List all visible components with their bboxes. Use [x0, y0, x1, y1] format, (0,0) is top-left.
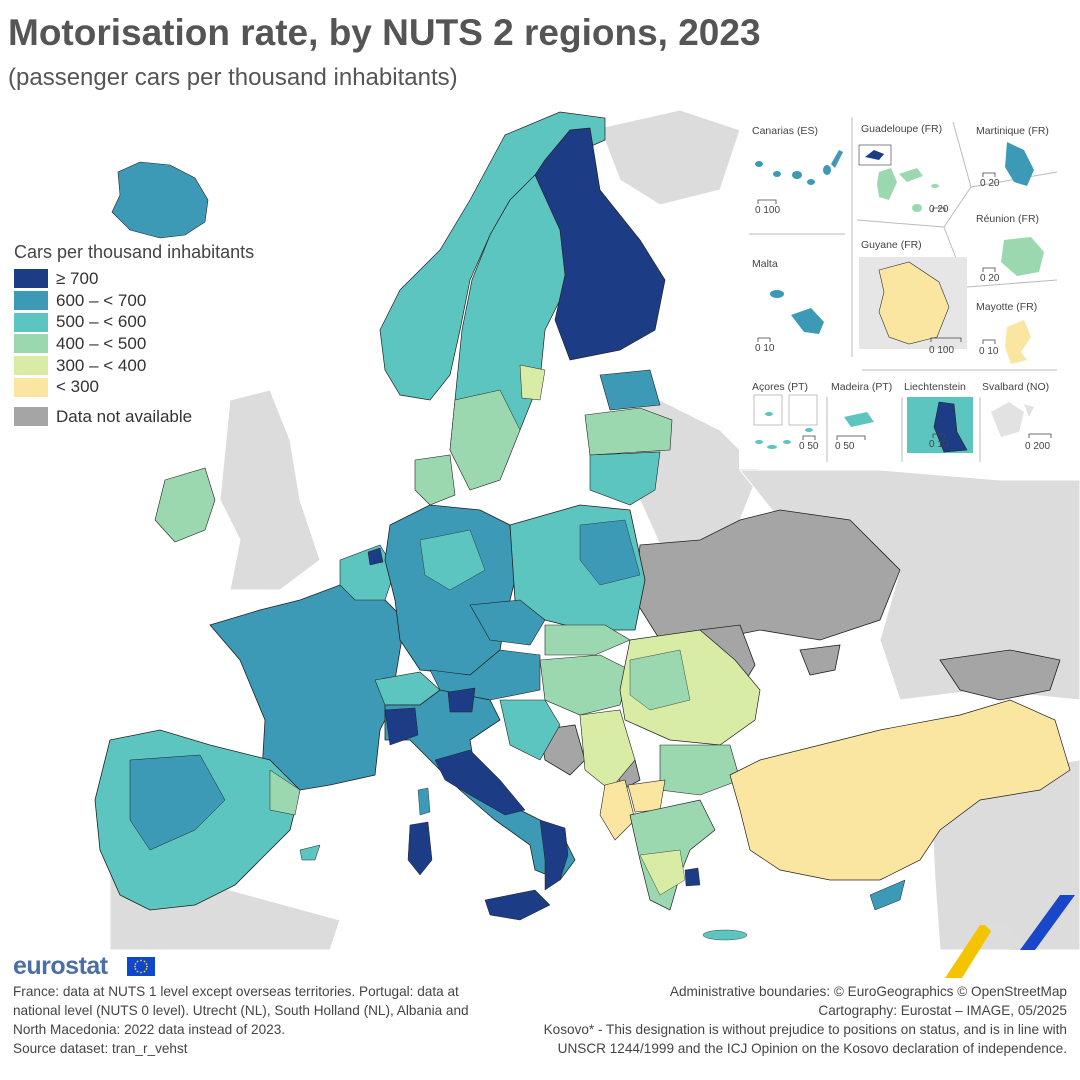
- map-legend: Cars per thousand inhabitants ≥ 700 600 …: [14, 242, 254, 428]
- europe-map: [94, 109, 1080, 950]
- turkey: [729, 699, 1071, 881]
- inset-label-liechtenstein: Liechtenstein: [904, 381, 966, 393]
- scale-label: 0 10: [979, 346, 999, 357]
- scale-label: 0 10: [755, 343, 775, 354]
- legend-swatch: [14, 334, 48, 354]
- inset-graphics: [749, 117, 1057, 462]
- map-title: Motorisation rate, by NUTS 2 regions, 20…: [8, 12, 761, 53]
- legend-item: 300 – < 400: [14, 355, 254, 377]
- scale-label: 0 50: [799, 441, 819, 452]
- inset-label-canarias: Canarias (ES): [752, 125, 818, 137]
- inset-label-reunion: Réunion (FR): [976, 213, 1040, 225]
- inset-label-svalbard: Svalbard (NO): [982, 381, 1050, 393]
- legend-swatch: [14, 377, 48, 397]
- footnotes-right: Administrative boundaries: © EuroGeograp…: [543, 984, 1067, 1056]
- scale-label: 0 200: [1025, 441, 1051, 452]
- scale-label: 0 100: [929, 345, 955, 356]
- legend-item: 400 – < 500: [14, 333, 254, 355]
- inset-maps: Canarias (ES) Guadeloupe (FR) Martinique…: [739, 112, 1057, 469]
- legend-item: < 300: [14, 376, 254, 398]
- footnotes-left: France: data at NUTS 1 level except over…: [13, 984, 469, 1056]
- inset-label-martinique: Martinique (FR): [976, 125, 1049, 137]
- scale-label: 0 100: [755, 205, 781, 216]
- legend-swatch: [14, 356, 48, 376]
- inset-label-guadeloupe: Guadeloupe (FR): [861, 123, 943, 135]
- legend-swatch: [14, 291, 48, 311]
- scale-label: 0 10: [929, 439, 949, 450]
- legend-item: ≥ 700: [14, 268, 254, 290]
- scale-label: 0 50: [835, 441, 855, 452]
- eurostat-swoosh-icon: [945, 895, 1075, 978]
- iceland: [111, 161, 209, 239]
- inset-label-guyane: Guyane (FR): [861, 239, 922, 251]
- inset-label-madeira: Madeira (PT): [831, 381, 893, 393]
- inset-label-mayotte: Mayotte (FR): [976, 301, 1038, 313]
- legend-swatch: [14, 407, 48, 427]
- scale-label: 0 20: [980, 178, 1000, 189]
- eurostat-logo: eurostat: [13, 952, 108, 980]
- legend-swatch: [14, 312, 48, 332]
- ireland: [154, 467, 216, 543]
- inset-label-acores: Açores (PT): [752, 381, 809, 393]
- eu-flag-icon: [127, 957, 155, 976]
- scale-label: 0 20: [929, 204, 949, 215]
- norway: [379, 111, 606, 401]
- finland: [534, 127, 666, 361]
- legend-swatch: [14, 269, 48, 289]
- legend-item-no-data: Data not available: [14, 406, 254, 428]
- legend-item: 600 – < 700: [14, 290, 254, 312]
- map-subtitle: (passenger cars per thousand inhabitants…: [8, 64, 458, 91]
- legend-title: Cars per thousand inhabitants: [14, 242, 255, 262]
- scale-label: 0 20: [980, 273, 1000, 284]
- inset-label-malta: Malta: [752, 258, 778, 270]
- legend-item: 500 – < 600: [14, 311, 254, 333]
